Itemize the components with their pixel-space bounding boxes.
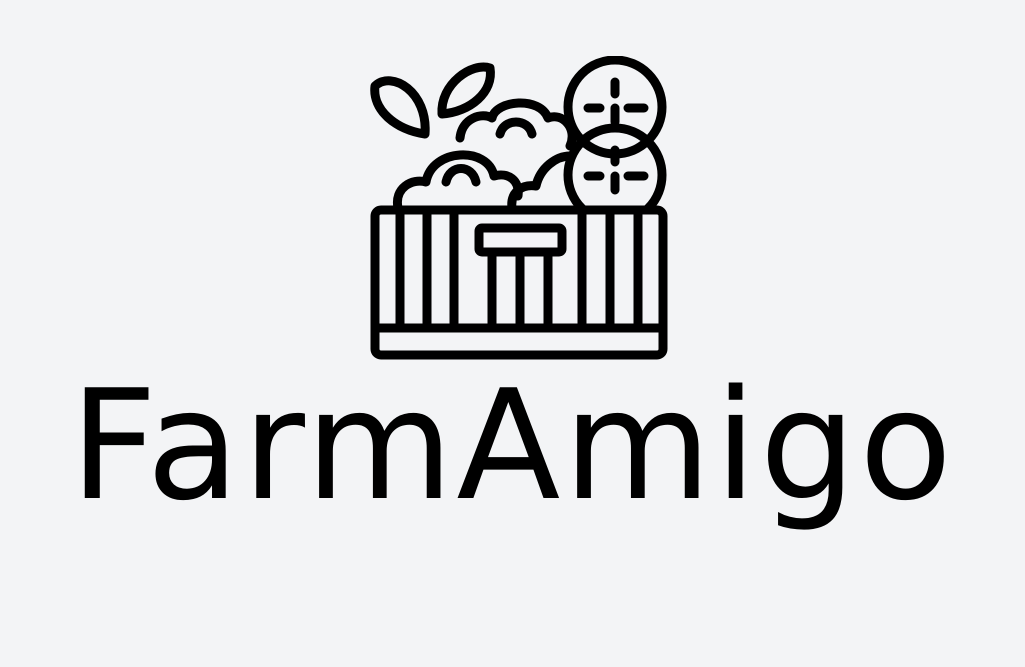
- crate-label-icon: [474, 223, 567, 257]
- produce-crate-icon: [370, 56, 668, 360]
- brand-name: FarmAmigo: [69, 357, 956, 534]
- bush-right-icon: [507, 151, 575, 213]
- leaf-right-icon: [437, 62, 495, 119]
- bush-left-icon: [392, 150, 523, 213]
- leaf-left-icon: [370, 76, 430, 139]
